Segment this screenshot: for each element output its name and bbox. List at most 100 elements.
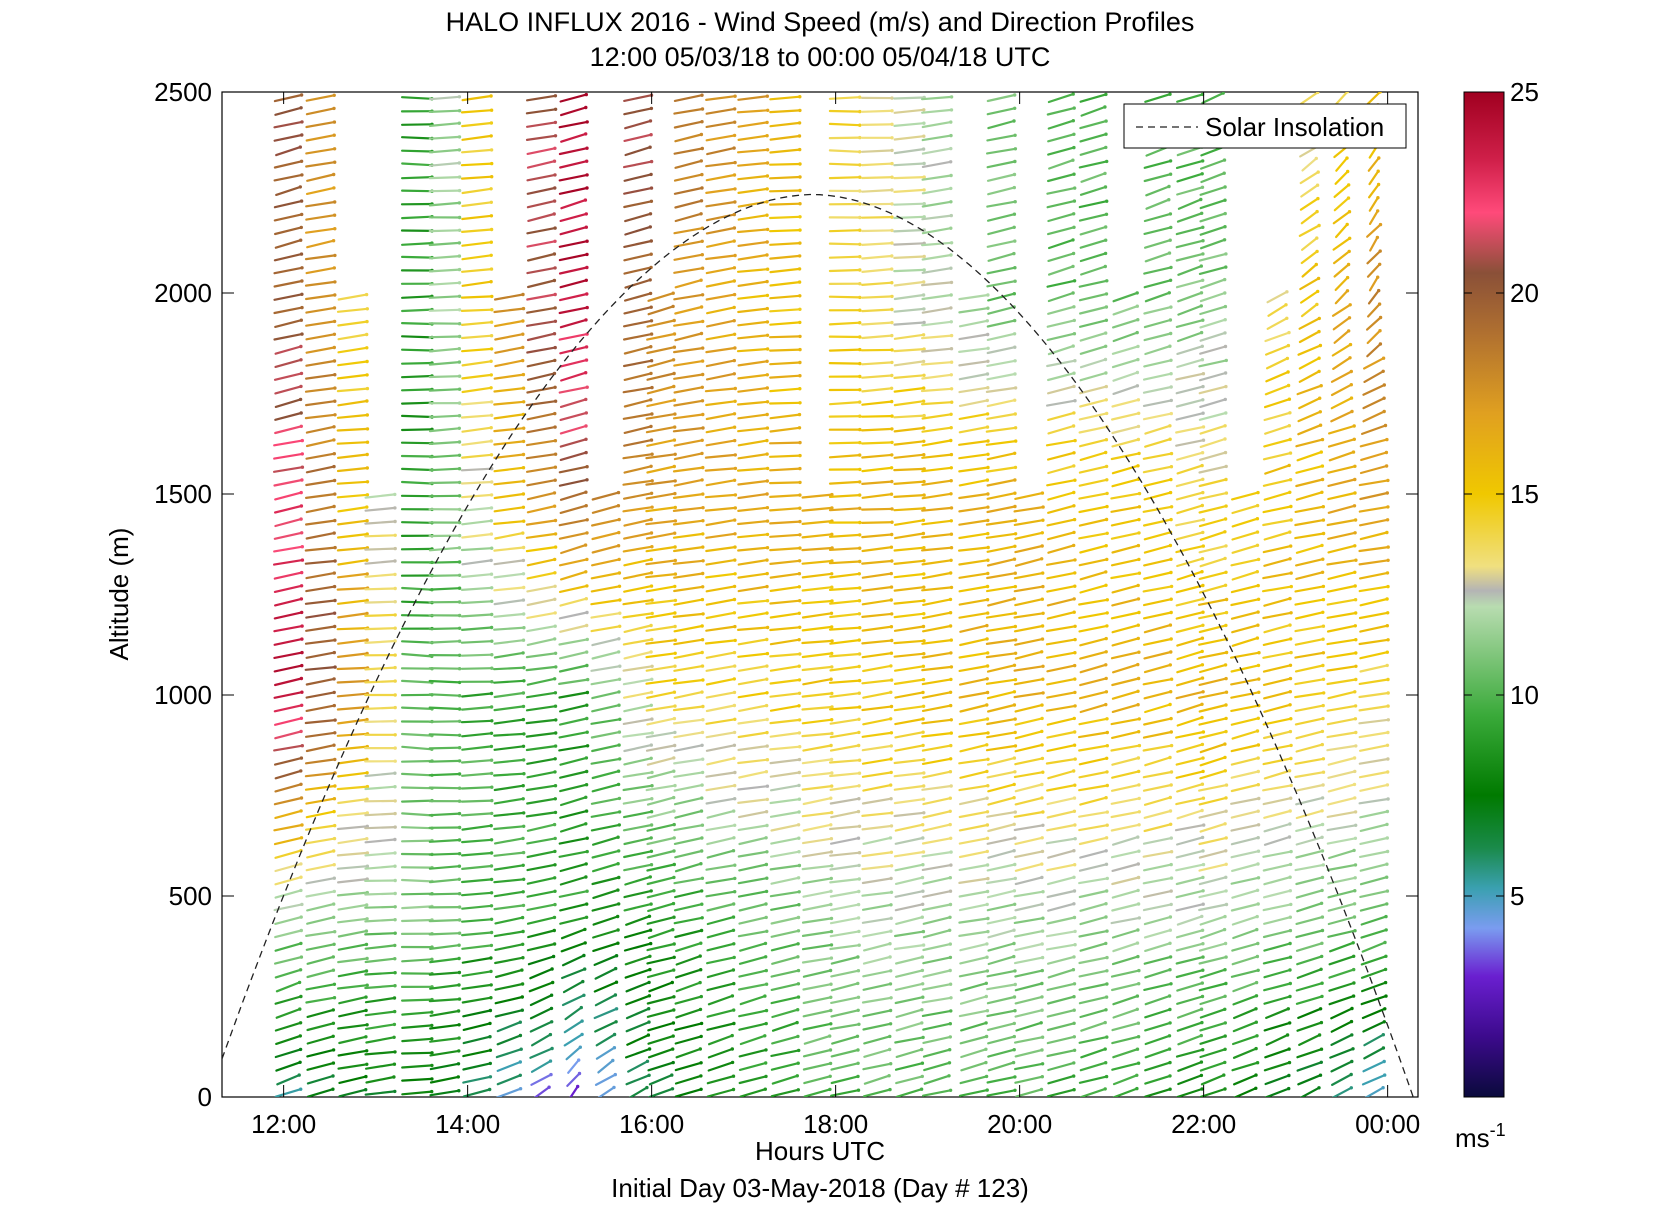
wind-vector-head bbox=[765, 929, 769, 933]
wind-vector-head bbox=[457, 639, 462, 643]
wind-vector bbox=[922, 770, 952, 779]
wind-vector-head bbox=[364, 1074, 368, 1079]
wind-vector bbox=[1144, 1088, 1172, 1097]
wind-vector bbox=[306, 969, 335, 979]
wind-vector-head bbox=[457, 360, 462, 364]
wind-vector-head bbox=[1013, 200, 1017, 204]
wind-vector-head bbox=[672, 371, 676, 376]
wind-vector bbox=[893, 348, 926, 353]
wind-vector-head bbox=[1105, 279, 1109, 283]
wind-vector bbox=[1014, 703, 1044, 713]
wind-vector bbox=[894, 876, 924, 886]
wind-vector bbox=[1366, 223, 1382, 238]
wind-vector-head bbox=[585, 650, 589, 654]
wind-vector-head bbox=[1255, 517, 1260, 521]
wind-vector-head bbox=[1169, 465, 1174, 469]
wind-vector-head bbox=[1376, 196, 1380, 200]
wind-vector bbox=[922, 797, 952, 806]
wind-vector-head bbox=[299, 782, 303, 786]
wind-vector-head bbox=[763, 1087, 767, 1091]
wind-vector bbox=[646, 358, 675, 368]
wind-vector-head bbox=[1350, 1006, 1354, 1011]
wind-vector bbox=[985, 147, 1017, 155]
wind-vector-head bbox=[889, 783, 893, 787]
wind-vector-head bbox=[829, 916, 834, 921]
wind-vector bbox=[1327, 929, 1357, 938]
wind-vector-head bbox=[922, 413, 926, 418]
wind-vector-head bbox=[1135, 304, 1140, 308]
wind-vector-head bbox=[1013, 133, 1017, 137]
wind-vector bbox=[921, 665, 953, 672]
wind-vector bbox=[801, 705, 834, 711]
wind-vector bbox=[1110, 572, 1141, 580]
wind-vector bbox=[337, 320, 369, 327]
wind-vector-head bbox=[1072, 1035, 1077, 1039]
wind-vector bbox=[364, 812, 397, 817]
wind-vector-head bbox=[1352, 504, 1357, 508]
wind-vector-head bbox=[889, 731, 894, 735]
wind-vector-head bbox=[733, 160, 737, 165]
wind-vector bbox=[1079, 584, 1108, 594]
wind-vector bbox=[525, 811, 557, 818]
wind-vector-head bbox=[798, 440, 802, 445]
wind-vector-head bbox=[699, 809, 704, 813]
wind-vector-head bbox=[1168, 92, 1172, 96]
wind-vector bbox=[958, 585, 989, 593]
wind-vector bbox=[1176, 703, 1204, 714]
wind-vector-head bbox=[890, 414, 894, 418]
wind-vector-head bbox=[1320, 570, 1325, 574]
wind-vector bbox=[428, 414, 461, 419]
wind-vector-head bbox=[1385, 624, 1390, 628]
wind-vector-head bbox=[889, 651, 894, 655]
wind-vector-head bbox=[1223, 1087, 1227, 1091]
wind-vector bbox=[895, 1075, 924, 1085]
wind-vector bbox=[738, 836, 768, 846]
wind-vector-head bbox=[1318, 1007, 1323, 1011]
wind-vector-head bbox=[798, 480, 802, 485]
wind-vector bbox=[1296, 384, 1323, 396]
wind-vector bbox=[306, 955, 335, 965]
wind-vector bbox=[704, 493, 737, 499]
wind-vector bbox=[737, 546, 769, 552]
wind-vector-head bbox=[796, 968, 801, 973]
wind-vector bbox=[893, 599, 926, 605]
wind-vector-head bbox=[300, 650, 304, 655]
wind-vector-head bbox=[673, 678, 677, 682]
wind-vector-head bbox=[1201, 425, 1206, 429]
wind-vector bbox=[460, 613, 493, 618]
wind-vector-head bbox=[1284, 303, 1288, 307]
wind-vector-head bbox=[617, 875, 621, 880]
wind-vector bbox=[1263, 968, 1292, 979]
wind-vector bbox=[863, 1048, 891, 1058]
wind-vector bbox=[893, 652, 925, 658]
wind-vector-head bbox=[1013, 836, 1017, 840]
wind-vector bbox=[861, 598, 893, 606]
wind-vector-head bbox=[1169, 610, 1173, 615]
wind-vector bbox=[893, 467, 926, 472]
wind-vector bbox=[986, 995, 1016, 1005]
wind-vector bbox=[1143, 159, 1172, 169]
wind-vector bbox=[673, 903, 703, 912]
wind-vector-head bbox=[393, 1050, 397, 1054]
wind-vector bbox=[860, 162, 894, 167]
wind-vector bbox=[461, 386, 493, 394]
wind-vector bbox=[1079, 371, 1108, 382]
wind-vector-head bbox=[986, 359, 990, 363]
wind-vector bbox=[768, 189, 802, 193]
wind-vector bbox=[1263, 769, 1291, 780]
wind-vector bbox=[590, 571, 621, 580]
wind-vector-head bbox=[830, 771, 834, 775]
wind-vector-head bbox=[1386, 545, 1390, 549]
wind-vector-head bbox=[922, 493, 926, 497]
wind-vector bbox=[1046, 916, 1076, 925]
wind-vector-head bbox=[584, 437, 588, 441]
wind-vector-head bbox=[457, 480, 462, 485]
wind-vector-head bbox=[858, 414, 862, 418]
wind-vector-head bbox=[986, 571, 990, 576]
wind-vector-head bbox=[921, 664, 926, 668]
wind-vector-head bbox=[1105, 624, 1109, 628]
wind-vector-head bbox=[457, 228, 462, 232]
wind-vector-head bbox=[732, 902, 736, 906]
wind-vector bbox=[1198, 411, 1227, 421]
wind-vector-head bbox=[700, 266, 705, 270]
